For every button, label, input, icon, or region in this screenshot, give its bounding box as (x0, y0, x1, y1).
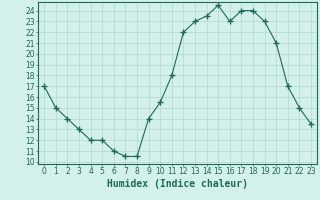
X-axis label: Humidex (Indice chaleur): Humidex (Indice chaleur) (107, 179, 248, 189)
